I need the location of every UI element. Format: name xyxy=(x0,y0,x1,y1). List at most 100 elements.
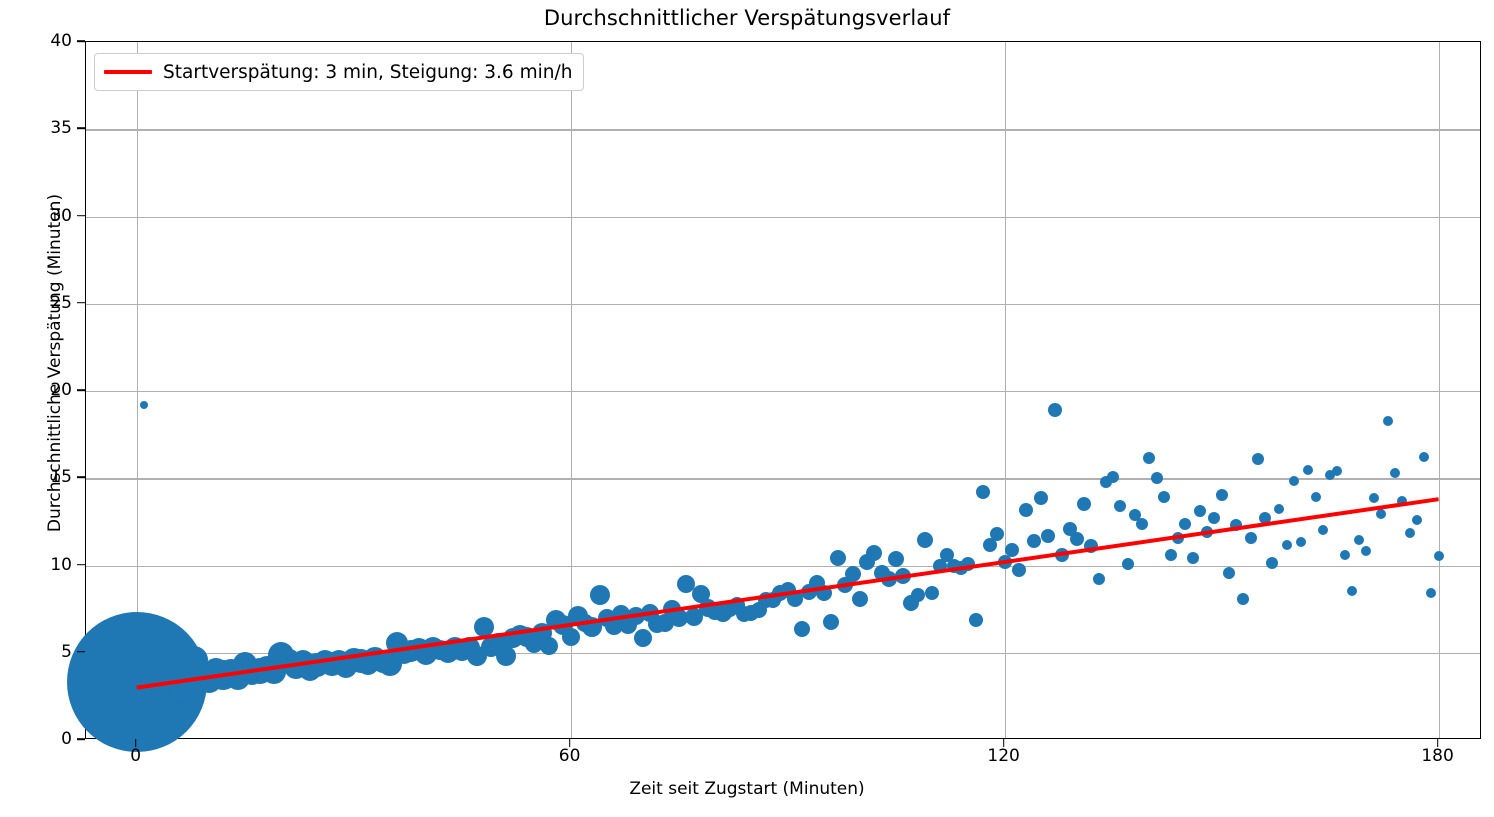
gridline-vertical xyxy=(1438,42,1440,738)
scatter-point xyxy=(1433,550,1444,561)
y-tick-mark xyxy=(77,214,85,217)
scatter-point xyxy=(1069,532,1084,547)
scatter-point xyxy=(983,537,998,552)
scatter-point xyxy=(1092,573,1105,586)
y-axis-label: Durchschnittliche Verspätung (Minuten) xyxy=(45,193,65,533)
scatter-point xyxy=(1339,550,1350,561)
scatter-point xyxy=(794,621,811,638)
y-tick-mark xyxy=(77,127,85,130)
scatter-point xyxy=(1325,469,1336,480)
scatter-point xyxy=(1237,592,1250,605)
scatter-point xyxy=(1186,551,1199,564)
plot-area xyxy=(66,41,1481,752)
x-tick-label: 180 xyxy=(1421,746,1454,766)
x-tick-mark xyxy=(568,739,571,747)
scatter-point xyxy=(1317,524,1328,535)
gridline-horizontal xyxy=(86,303,1480,306)
scatter-point xyxy=(1346,585,1357,596)
gridlines xyxy=(86,42,1480,738)
scatter-points-layer xyxy=(66,42,1480,752)
y-tick-mark xyxy=(77,563,85,566)
scatter-point xyxy=(1296,536,1307,547)
scatter-point xyxy=(830,549,847,566)
chart-legend[interactable]: Startverspätung: 3 min, Steigung: 3.6 mi… xyxy=(94,53,585,91)
y-tick-mark xyxy=(77,301,85,304)
scatter-point xyxy=(589,585,610,606)
y-tick-label: 15 xyxy=(50,467,72,488)
scatter-point xyxy=(1375,509,1386,520)
scatter-point xyxy=(495,646,516,667)
gridline-vertical xyxy=(570,42,572,738)
scatter-point xyxy=(1164,549,1177,562)
x-tick-mark xyxy=(1436,739,1439,747)
x-tick-label: 60 xyxy=(558,746,581,766)
scatter-point xyxy=(925,585,940,600)
y-tick-label: 30 xyxy=(50,205,72,226)
scatter-point xyxy=(990,527,1005,542)
legend-line-swatch xyxy=(104,70,152,74)
gridline-vertical xyxy=(136,42,138,738)
scatter-point xyxy=(910,588,925,603)
scatter-point xyxy=(1426,588,1437,599)
scatter-point xyxy=(684,607,703,626)
y-tick-mark xyxy=(77,476,85,479)
scatter-point xyxy=(1310,491,1321,502)
scatter-point xyxy=(888,551,905,568)
scatter-point xyxy=(1143,452,1156,465)
scatter-point xyxy=(1019,502,1034,517)
scatter-point xyxy=(1193,505,1206,518)
scatter-point xyxy=(1136,517,1149,530)
scatter-point xyxy=(1222,567,1235,580)
scatter-point xyxy=(1397,495,1408,506)
scatter-point xyxy=(473,617,494,638)
scatter-point xyxy=(1419,452,1430,463)
scatter-point xyxy=(968,613,983,628)
scatter-point xyxy=(1114,500,1127,513)
y-tick-label: 35 xyxy=(50,118,72,139)
scatter-point xyxy=(1368,493,1379,504)
scatter-point xyxy=(677,574,696,593)
scatter-point xyxy=(866,545,883,562)
x-tick-label: 0 xyxy=(130,746,142,766)
scatter-point xyxy=(939,548,954,563)
scatter-point xyxy=(691,585,710,604)
scatter-point xyxy=(1026,534,1041,549)
scatter-point xyxy=(1121,557,1134,570)
y-tick-label: 0 xyxy=(61,729,72,749)
gridline-horizontal xyxy=(86,652,1480,655)
scatter-point xyxy=(1382,415,1393,426)
x-tick-mark xyxy=(134,739,137,747)
gridline-horizontal xyxy=(86,565,1480,567)
scatter-point xyxy=(1077,497,1092,512)
scatter-point xyxy=(1266,556,1279,569)
scatter-point xyxy=(1157,491,1170,504)
scatter-point xyxy=(823,614,839,631)
gridline-horizontal xyxy=(86,129,1480,131)
x-tick-mark xyxy=(1002,739,1005,747)
chart-title: Durchschnittlicher Verspätungsverlauf xyxy=(543,6,951,30)
scatter-point xyxy=(1390,468,1401,478)
scatter-point xyxy=(1033,491,1048,506)
y-tick-mark xyxy=(77,40,85,42)
scatter-point xyxy=(1107,470,1120,483)
y-tick-label: 25 xyxy=(50,292,72,313)
scatter-point xyxy=(1041,528,1055,543)
scatter-point xyxy=(561,628,580,647)
scatter-point xyxy=(539,636,558,655)
trendline xyxy=(136,497,1439,690)
scatter-point xyxy=(975,485,990,500)
y-tick-label: 40 xyxy=(50,31,72,51)
scatter-point xyxy=(1208,512,1221,525)
scatter-point xyxy=(1012,562,1027,577)
scatter-point xyxy=(1281,539,1292,550)
scatter-point xyxy=(139,400,148,409)
scatter-point xyxy=(1332,466,1343,477)
scatter-point xyxy=(655,614,674,633)
y-tick-label: 20 xyxy=(50,380,72,400)
gridline-vertical xyxy=(1004,42,1006,738)
y-tick-mark xyxy=(77,389,85,391)
scatter-point xyxy=(670,608,689,627)
scatter-point xyxy=(851,590,868,607)
scatter-point xyxy=(1251,453,1264,466)
